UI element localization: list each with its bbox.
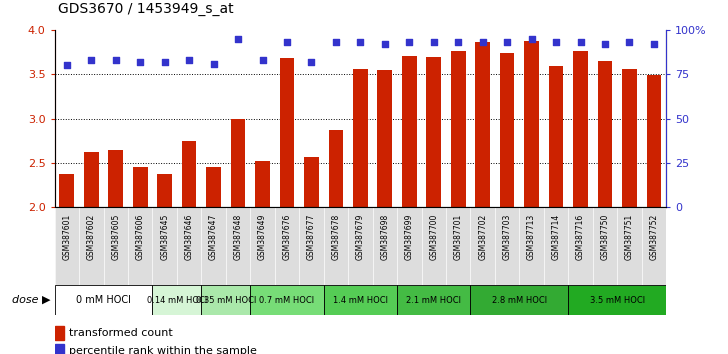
Text: GSM387678: GSM387678 — [331, 213, 341, 259]
Text: percentile rank within the sample: percentile rank within the sample — [69, 346, 257, 354]
Text: GSM387702: GSM387702 — [478, 213, 487, 259]
Text: 2.1 mM HOCl: 2.1 mM HOCl — [406, 296, 462, 304]
Text: GSM387645: GSM387645 — [160, 213, 169, 260]
Point — [355, 40, 366, 45]
Text: GSM387605: GSM387605 — [111, 213, 120, 260]
Text: GSM387700: GSM387700 — [430, 213, 438, 260]
Bar — [55, 326, 64, 340]
Bar — [157, 175, 172, 207]
Point — [183, 57, 195, 63]
Point — [526, 36, 537, 42]
Text: GSM387703: GSM387703 — [502, 213, 512, 260]
Point — [403, 40, 415, 45]
Text: GSM387646: GSM387646 — [185, 213, 194, 260]
Point — [550, 40, 562, 45]
Bar — [573, 51, 587, 207]
Text: transformed count: transformed count — [69, 328, 173, 338]
Point — [110, 57, 122, 63]
Point — [477, 40, 488, 45]
Bar — [353, 69, 368, 207]
Bar — [549, 67, 563, 207]
Bar — [304, 156, 319, 207]
Bar — [622, 69, 637, 207]
Point — [330, 40, 341, 45]
Text: GDS3670 / 1453949_s_at: GDS3670 / 1453949_s_at — [58, 2, 234, 16]
Bar — [524, 41, 539, 207]
Bar — [598, 61, 612, 207]
Bar — [378, 70, 392, 207]
Point — [85, 57, 97, 63]
Bar — [84, 152, 98, 207]
Bar — [55, 285, 152, 315]
Text: GSM387699: GSM387699 — [405, 213, 414, 260]
Text: GSM387606: GSM387606 — [135, 213, 145, 260]
Bar — [250, 285, 324, 315]
Text: GSM387647: GSM387647 — [209, 213, 218, 260]
Text: GSM387698: GSM387698 — [380, 213, 389, 259]
Bar — [397, 285, 470, 315]
Text: 0.7 mM HOCl: 0.7 mM HOCl — [259, 296, 314, 304]
Point — [599, 41, 611, 47]
Text: GSM387677: GSM387677 — [307, 213, 316, 260]
Text: GSM387750: GSM387750 — [601, 213, 609, 260]
Bar — [182, 141, 197, 207]
Bar — [569, 285, 666, 315]
Bar — [108, 149, 123, 207]
Text: 0.35 mM HOCl: 0.35 mM HOCl — [196, 296, 256, 304]
Text: GSM387716: GSM387716 — [576, 213, 585, 259]
Bar — [60, 175, 74, 207]
Bar — [231, 119, 245, 207]
Bar — [451, 51, 465, 207]
Text: GSM387676: GSM387676 — [282, 213, 291, 260]
Bar — [402, 56, 416, 207]
Point — [648, 41, 660, 47]
Bar — [500, 53, 515, 207]
Bar — [427, 57, 441, 207]
Point — [207, 61, 219, 67]
Bar — [206, 167, 221, 207]
Text: GSM387751: GSM387751 — [625, 213, 634, 259]
Bar — [475, 41, 490, 207]
Text: GSM387649: GSM387649 — [258, 213, 267, 260]
Point — [61, 63, 73, 68]
Text: GSM387713: GSM387713 — [527, 213, 536, 259]
Text: 3.5 mM HOCl: 3.5 mM HOCl — [590, 296, 645, 304]
Bar — [55, 344, 64, 354]
Point — [502, 40, 513, 45]
Bar — [646, 75, 661, 207]
Text: dose ▶: dose ▶ — [12, 295, 51, 305]
Point — [135, 59, 146, 65]
Text: GSM387602: GSM387602 — [87, 213, 96, 259]
Text: GSM387601: GSM387601 — [63, 213, 71, 259]
Text: GSM387679: GSM387679 — [356, 213, 365, 260]
Point — [452, 40, 464, 45]
Bar — [152, 285, 202, 315]
Text: 0.14 mM HOCl: 0.14 mM HOCl — [147, 296, 207, 304]
Point — [232, 36, 244, 42]
Bar — [280, 58, 294, 207]
Text: 2.8 mM HOCl: 2.8 mM HOCl — [492, 296, 547, 304]
Point — [574, 40, 586, 45]
Bar — [256, 161, 270, 207]
Bar — [328, 130, 343, 207]
Bar — [324, 285, 397, 315]
Bar — [133, 167, 148, 207]
Text: GSM387714: GSM387714 — [552, 213, 561, 259]
Point — [306, 59, 317, 65]
Bar — [202, 285, 250, 315]
Point — [281, 40, 293, 45]
Text: GSM387701: GSM387701 — [454, 213, 463, 259]
Text: GSM387648: GSM387648 — [234, 213, 242, 259]
Text: GSM387752: GSM387752 — [649, 213, 658, 259]
Text: 0 mM HOCl: 0 mM HOCl — [76, 295, 131, 305]
Point — [379, 41, 391, 47]
Bar — [470, 285, 569, 315]
Point — [159, 59, 170, 65]
Point — [624, 40, 636, 45]
Point — [257, 57, 269, 63]
Text: 1.4 mM HOCl: 1.4 mM HOCl — [333, 296, 388, 304]
Point — [428, 40, 440, 45]
